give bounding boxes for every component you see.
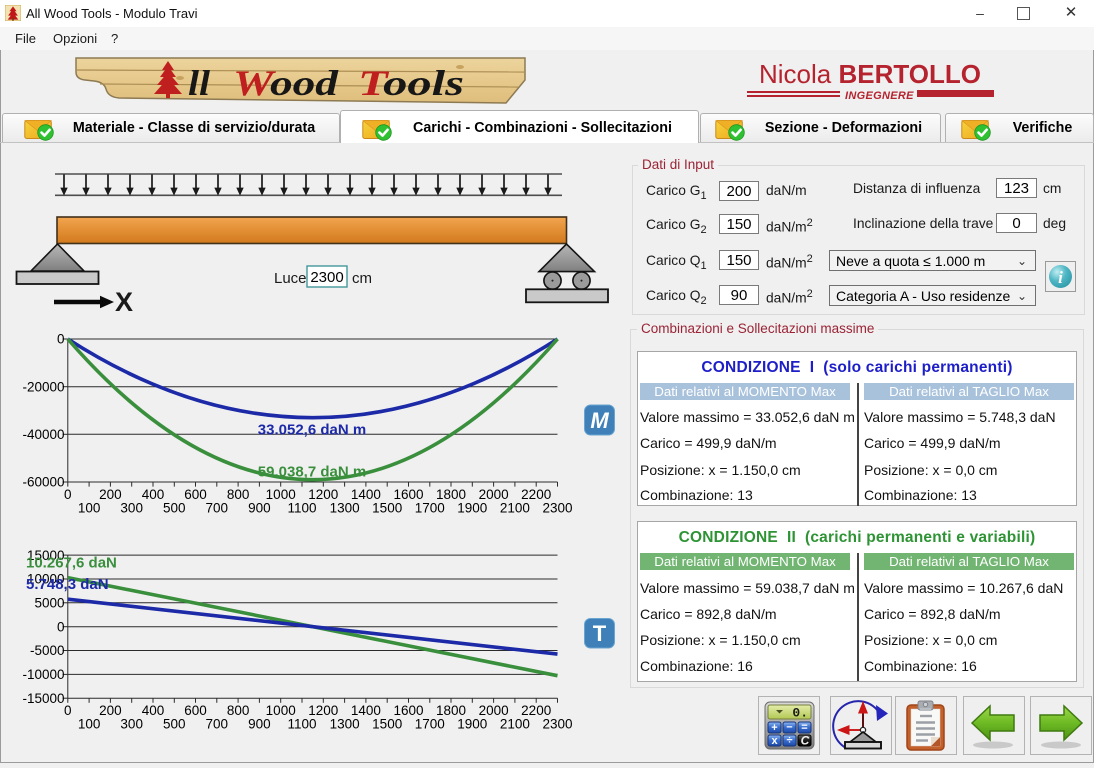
svg-text:300: 300 <box>120 717 143 732</box>
svg-text:−: − <box>786 722 792 734</box>
svg-text:0: 0 <box>64 487 72 502</box>
svg-text:500: 500 <box>163 501 186 516</box>
svg-text:1100: 1100 <box>287 501 316 516</box>
svg-text:-20000: -20000 <box>22 379 64 394</box>
svg-text:200: 200 <box>99 703 122 718</box>
svg-text:1600: 1600 <box>393 487 423 502</box>
svg-text:1300: 1300 <box>330 717 360 732</box>
svg-text:0: 0 <box>57 332 65 347</box>
svg-text:i: i <box>1058 268 1063 287</box>
svg-text:600: 600 <box>184 487 207 502</box>
svg-text:÷: ÷ <box>786 735 792 747</box>
svg-text:100: 100 <box>78 501 101 516</box>
svg-text:400: 400 <box>142 703 165 718</box>
svg-text:x: x <box>771 735 778 747</box>
svg-text:1300: 1300 <box>330 501 360 516</box>
svg-text:800: 800 <box>227 487 250 502</box>
svg-text:59.038,7 daN m: 59.038,7 daN m <box>258 464 366 481</box>
svg-text:1700: 1700 <box>415 717 445 732</box>
svg-text:900: 900 <box>248 501 271 516</box>
svg-text:cm: cm <box>352 270 372 287</box>
svg-text:2300: 2300 <box>542 501 572 516</box>
svg-text:1500: 1500 <box>372 717 402 732</box>
svg-text:5000: 5000 <box>34 596 64 611</box>
svg-text:2200: 2200 <box>521 703 551 718</box>
svg-text:1800: 1800 <box>436 703 466 718</box>
svg-text:1100: 1100 <box>287 717 316 732</box>
svg-text:100: 100 <box>78 717 101 732</box>
svg-text:10.267,6 daN: 10.267,6 daN <box>26 555 117 572</box>
svg-text:1900: 1900 <box>457 717 487 732</box>
svg-text:1200: 1200 <box>308 487 338 502</box>
svg-text:700: 700 <box>206 501 229 516</box>
svg-text:2300: 2300 <box>542 717 572 732</box>
svg-text:1200: 1200 <box>308 703 338 718</box>
svg-text:2100: 2100 <box>500 717 530 732</box>
svg-text:2100: 2100 <box>500 501 530 516</box>
svg-text:1900: 1900 <box>457 501 487 516</box>
svg-text:1800: 1800 <box>436 487 466 502</box>
svg-text:-15000: -15000 <box>22 691 64 706</box>
svg-text:Tools: Tools <box>358 63 464 103</box>
svg-text:0: 0 <box>64 703 72 718</box>
svg-text:0.: 0. <box>792 706 808 721</box>
svg-text:X: X <box>115 287 133 317</box>
svg-text:500: 500 <box>163 717 186 732</box>
svg-text:+: + <box>771 722 777 734</box>
svg-text:-10000: -10000 <box>22 667 64 682</box>
svg-text:10000: 10000 <box>27 572 65 587</box>
svg-text:33.052,6 daN m: 33.052,6 daN m <box>258 422 366 439</box>
svg-text:-40000: -40000 <box>22 427 64 442</box>
svg-text:300: 300 <box>120 501 143 516</box>
svg-text:C: C <box>801 734 810 748</box>
svg-text:1400: 1400 <box>351 703 381 718</box>
svg-text:800: 800 <box>227 703 250 718</box>
svg-text:200: 200 <box>99 487 122 502</box>
svg-text:-5000: -5000 <box>30 643 65 658</box>
svg-text:=: = <box>801 722 807 734</box>
svg-text:0: 0 <box>57 619 65 634</box>
svg-text:ll: ll <box>188 63 210 103</box>
svg-text:1000: 1000 <box>266 703 296 718</box>
svg-text:2000: 2000 <box>479 487 509 502</box>
svg-text:700: 700 <box>206 717 229 732</box>
svg-text:M: M <box>590 408 609 433</box>
svg-text:Luce: Luce <box>274 270 307 287</box>
svg-text:400: 400 <box>142 487 165 502</box>
svg-text:-60000: -60000 <box>22 475 64 490</box>
svg-text:5.748,3 daN: 5.748,3 daN <box>26 576 109 593</box>
svg-text:1600: 1600 <box>393 703 423 718</box>
svg-text:1000: 1000 <box>266 487 296 502</box>
svg-text:600: 600 <box>184 703 207 718</box>
svg-text:1700: 1700 <box>415 501 445 516</box>
svg-text:T: T <box>593 621 607 646</box>
svg-text:2000: 2000 <box>479 703 509 718</box>
svg-text:Wood: Wood <box>233 63 339 103</box>
svg-text:1500: 1500 <box>372 501 402 516</box>
svg-text:2300: 2300 <box>310 269 343 286</box>
svg-text:2200: 2200 <box>521 487 551 502</box>
svg-text:15000: 15000 <box>27 548 65 563</box>
svg-text:1400: 1400 <box>351 487 381 502</box>
svg-text:900: 900 <box>248 717 271 732</box>
